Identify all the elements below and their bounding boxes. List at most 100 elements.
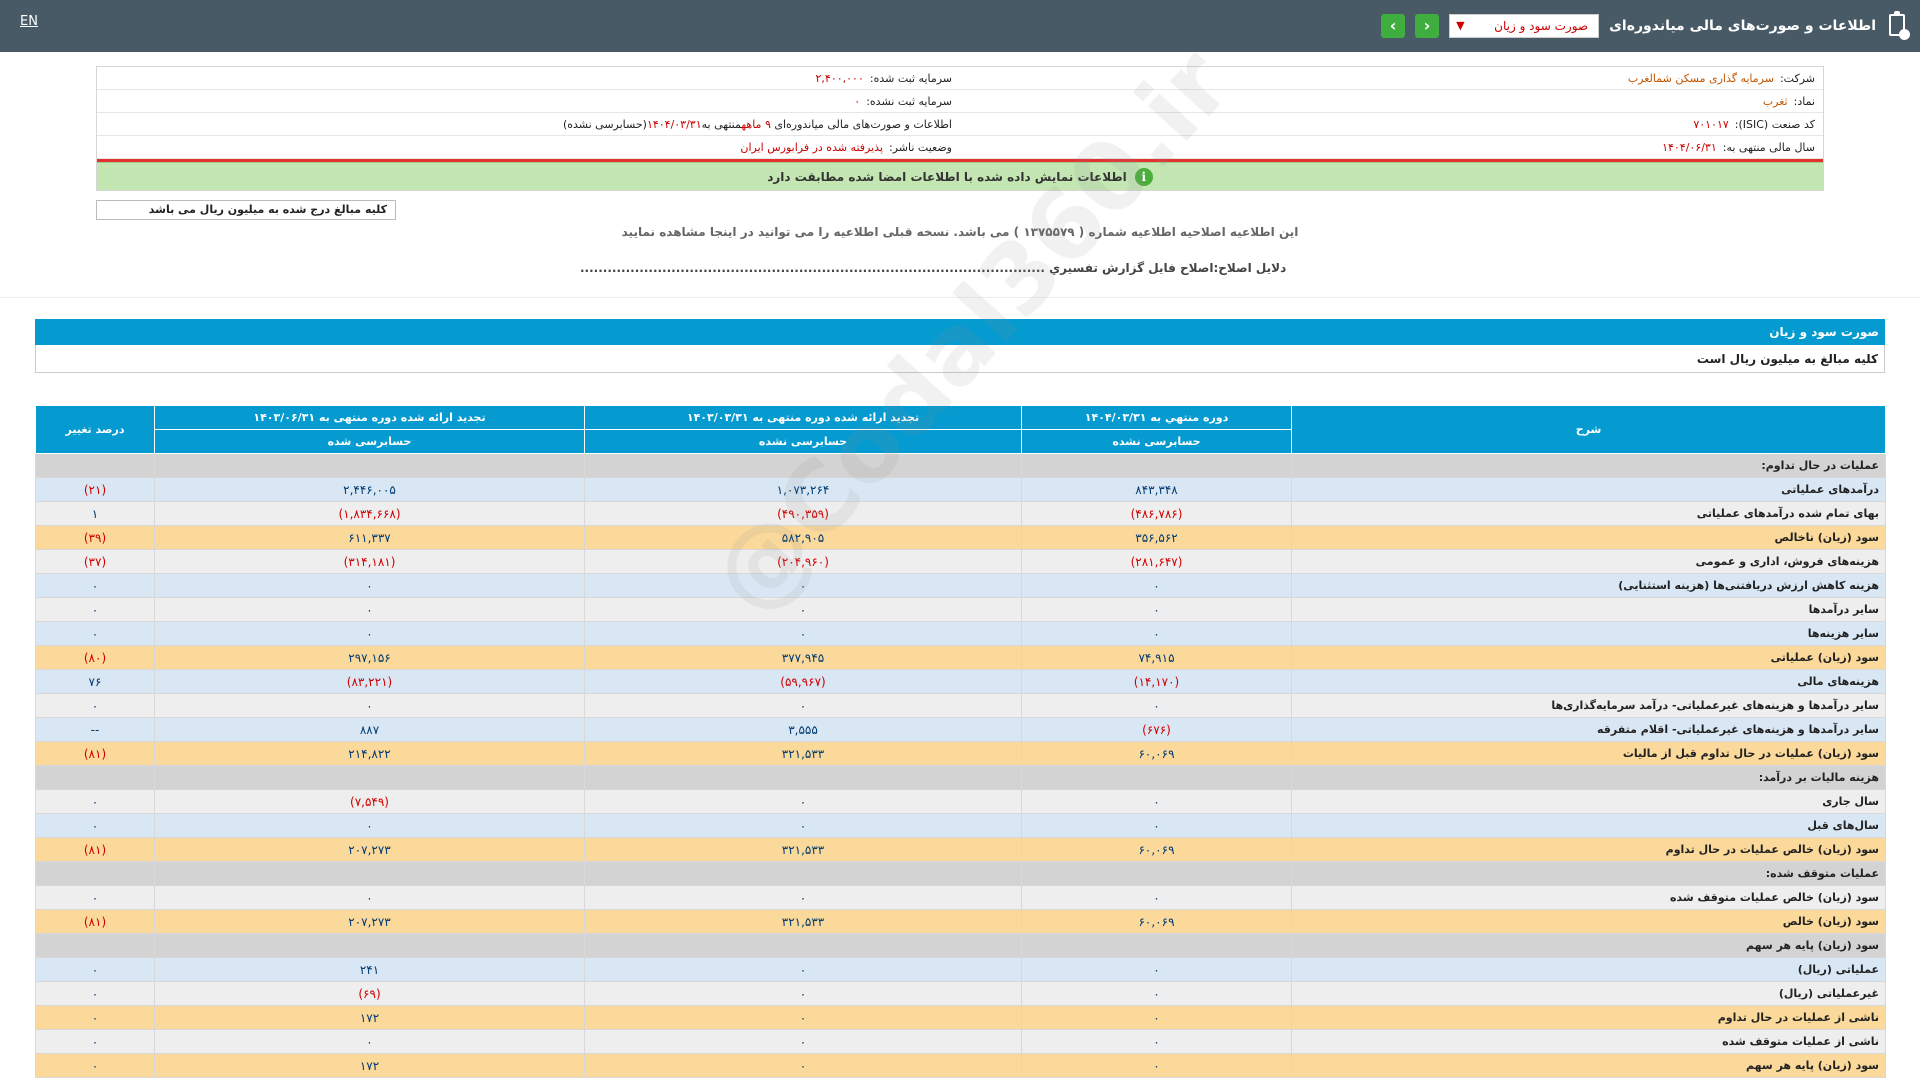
value-cell: ۲۹۷,۱۵۶ (154, 645, 585, 670)
divider (0, 297, 1920, 298)
table-row: ناشی از عملیات در حال تداوم ۰ ۰ ۱۷۲ ۰ (35, 1005, 1886, 1030)
row-description: سود (زیان) ناخالص (1291, 525, 1886, 550)
table-row: غیرعملیاتی (ریال) ۰ ۰ (۶۹) ۰ (35, 981, 1886, 1006)
value-cell: ۱۷۲ (154, 1005, 585, 1030)
symbol-row: نماد:ثغرب (1762, 94, 1815, 108)
value-cell: ۰ (154, 621, 585, 646)
value-cell: ۰ (584, 789, 1022, 814)
change-cell: ۰ (35, 573, 155, 598)
chevron-down-icon: ▼ (1456, 19, 1465, 32)
table-row: سود (زیان) ناخالص ۳۵۶,۵۶۲ ۵۸۲,۹۰۵ ۶۱۱,۳۳۷ (۳… (35, 525, 1886, 550)
value-cell: ۰ (584, 957, 1022, 982)
value-cell: ۳۵۶,۵۶۲ (1021, 525, 1292, 550)
table-row: سود (زیان) خالص عملیات متوقف شده ۰ ۰ ۰ ۰ (35, 885, 1886, 910)
table-row: سایر درآمدها ۰ ۰ ۰ ۰ (35, 597, 1886, 622)
value-cell: ۰ (584, 981, 1022, 1006)
value-cell: ۰ (584, 693, 1022, 718)
value-cell: ۰ (584, 621, 1022, 646)
value-cell: (۱,۸۳۴,۶۶۸) (154, 501, 585, 526)
value-cell (584, 933, 1022, 958)
value-cell: ۰ (1021, 957, 1292, 982)
company-name: سرمایه گذاری مسکن شمالغرب (1627, 71, 1774, 85)
value-cell: ۰ (154, 885, 585, 910)
value-cell: ۰ (584, 885, 1022, 910)
change-cell: ۰ (35, 957, 155, 982)
change-cell: ۷۶ (35, 669, 155, 694)
change-cell (35, 453, 155, 478)
value-cell (154, 861, 585, 886)
publisher-status: پذیرفته شده در فرابورس ایران (740, 140, 884, 154)
value-cell: ۰ (1021, 1029, 1292, 1054)
next-button[interactable]: › (1415, 14, 1440, 38)
change-cell: (۸۱) (35, 741, 155, 766)
value-cell (1021, 765, 1292, 790)
change-cell: ۱ (35, 501, 155, 526)
row-description: عملیات در حال تداوم: (1291, 453, 1886, 478)
table-row: سایر درآمدها و هزینه‌های غیرعملیاتی- درآ… (35, 693, 1886, 718)
row-description: هزینه‌های فروش، اداری و عمومی (1291, 549, 1886, 574)
change-cell: (۳۹) (35, 525, 155, 550)
table-row: عملیاتی (ریال) ۰ ۰ ۲۴۱ ۰ (35, 957, 1886, 982)
value-cell: ۰ (1021, 621, 1292, 646)
value-cell: ۰ (1021, 789, 1292, 814)
column-header-period-3: تجدید ارائه شده دوره منتهی به ۱۴۰۳/۰۶/۳۱ (154, 405, 585, 430)
unit-note-box: کلیه مبالغ درج شده به میلیون ریال می باش… (96, 200, 396, 220)
row-description: سایر درآمدها (1291, 597, 1886, 622)
column-header-period-1: دوره منتهي به ۱۴۰۴/۰۳/۳۱ (1021, 405, 1292, 430)
table-row: سود (زیان) خالص ۶۰,۰۶۹ ۳۲۱,۵۳۳ ۲۰۷,۲۷۳ (۸۱) (35, 909, 1886, 934)
correction-reason: دلایل اصلاح:اصلاح فایل گزارش تفسیري ....… (580, 261, 1287, 275)
row-description: هزینه مالیات بر درآمد: (1291, 765, 1886, 790)
value-cell: ۱,۰۷۳,۲۶۴ (584, 477, 1022, 502)
report-type-select[interactable]: صورت سود و زیان ▼ (1449, 14, 1600, 38)
row-description: سود (زیان) خالص عملیات متوقف شده (1291, 885, 1886, 910)
value-cell: ۱۷۲ (154, 1053, 585, 1078)
section-subtitle: کلیه مبالغ به میلیون ریال است (35, 345, 1885, 373)
value-cell: ۰ (584, 597, 1022, 622)
row-description: سایر درآمدها و هزینه‌های غیرعملیاتی- درآ… (1291, 693, 1886, 718)
row-description: غیرعملیاتی (ریال) (1291, 981, 1886, 1006)
table-row: سال‌های قبل ۰ ۰ ۰ ۰ (35, 813, 1886, 838)
table-row: درآمدهای عملیاتی ۸۴۳,۳۴۸ ۱,۰۷۳,۲۶۴ ۲,۴۴۶,۰۰… (35, 477, 1886, 502)
table-row: سود (زیان) عملیات در حال تداوم قبل از ما… (35, 741, 1886, 766)
value-cell: ۸۴۳,۳۴۸ (1021, 477, 1292, 502)
table-row: هزینه‌های فروش، اداری و عمومی (۲۸۱,۶۴۷) (۲… (35, 549, 1886, 574)
isic-code: ۷۰۱۰۱۷ (1693, 117, 1729, 131)
change-cell: ۰ (35, 621, 155, 646)
value-cell: ۰ (584, 813, 1022, 838)
change-cell: ۰ (35, 789, 155, 814)
row-description: سود (زیان) عملیاتی (1291, 645, 1886, 670)
row-description: سایر درآمدها و هزینه‌های غیرعملیاتی- اقل… (1291, 717, 1886, 742)
value-cell (1021, 933, 1292, 958)
change-cell: ۰ (35, 1053, 155, 1078)
change-cell: (۸۱) (35, 837, 155, 862)
correction-notice[interactable]: این اطلاعیه اصلاحیه اطلاعیه شماره ( ۱۳۷۵… (621, 225, 1299, 239)
unregistered-capital: ۰ (854, 94, 861, 108)
top-bar: EN اطلاعات و صورت‌های مالی میاندوره‌ای ص… (0, 0, 1920, 52)
language-toggle[interactable]: EN (20, 14, 38, 29)
value-cell: ۰ (584, 1005, 1022, 1030)
table-row: بهای تمام شده درآمدهای عملیاتی (۴۸۶,۷۸۶)(… (35, 501, 1886, 526)
value-cell: ۳۷۷,۹۴۵ (584, 645, 1022, 670)
section-row: عملیات در حال تداوم: (35, 453, 1886, 478)
value-cell: ۳۲۱,۵۳۳ (584, 741, 1022, 766)
value-cell: (۸۳,۲۲۱) (154, 669, 585, 694)
row-description: سایر هزینه‌ها (1291, 621, 1886, 646)
report-type-value: صورت سود و زیان (1494, 19, 1589, 33)
value-cell (584, 453, 1022, 478)
section-row: سود (زیان) پایه هر سهم (35, 933, 1886, 958)
value-cell: ۵۸۲,۹۰۵ (584, 525, 1022, 550)
value-cell: ۰ (154, 573, 585, 598)
row-description: سود (زیان) پایه هر سهم (1291, 1053, 1886, 1078)
info-icon: i (1134, 167, 1153, 186)
column-header-period-2: تجدید ارائه شده دوره منتهی به ۱۴۰۳/۰۳/۳۱ (584, 405, 1022, 430)
isic-row: کد صنعت (ISIC):۷۰۱۰۱۷ (1693, 117, 1815, 131)
value-cell: ۶۰,۰۶۹ (1021, 741, 1292, 766)
change-cell (35, 861, 155, 886)
divider (97, 159, 1823, 162)
table-row: ناشی از عملیات متوقف شده ۰ ۰ ۰ ۰ (35, 1029, 1886, 1054)
previous-button[interactable]: ‹ (1381, 14, 1406, 38)
value-cell: ۰ (584, 1029, 1022, 1054)
value-cell: ۶۰,۰۶۹ (1021, 909, 1292, 934)
value-cell: ۰ (1021, 1005, 1292, 1030)
unregistered-capital-row: سرمایه ثبت نشده:۰ (854, 94, 952, 108)
